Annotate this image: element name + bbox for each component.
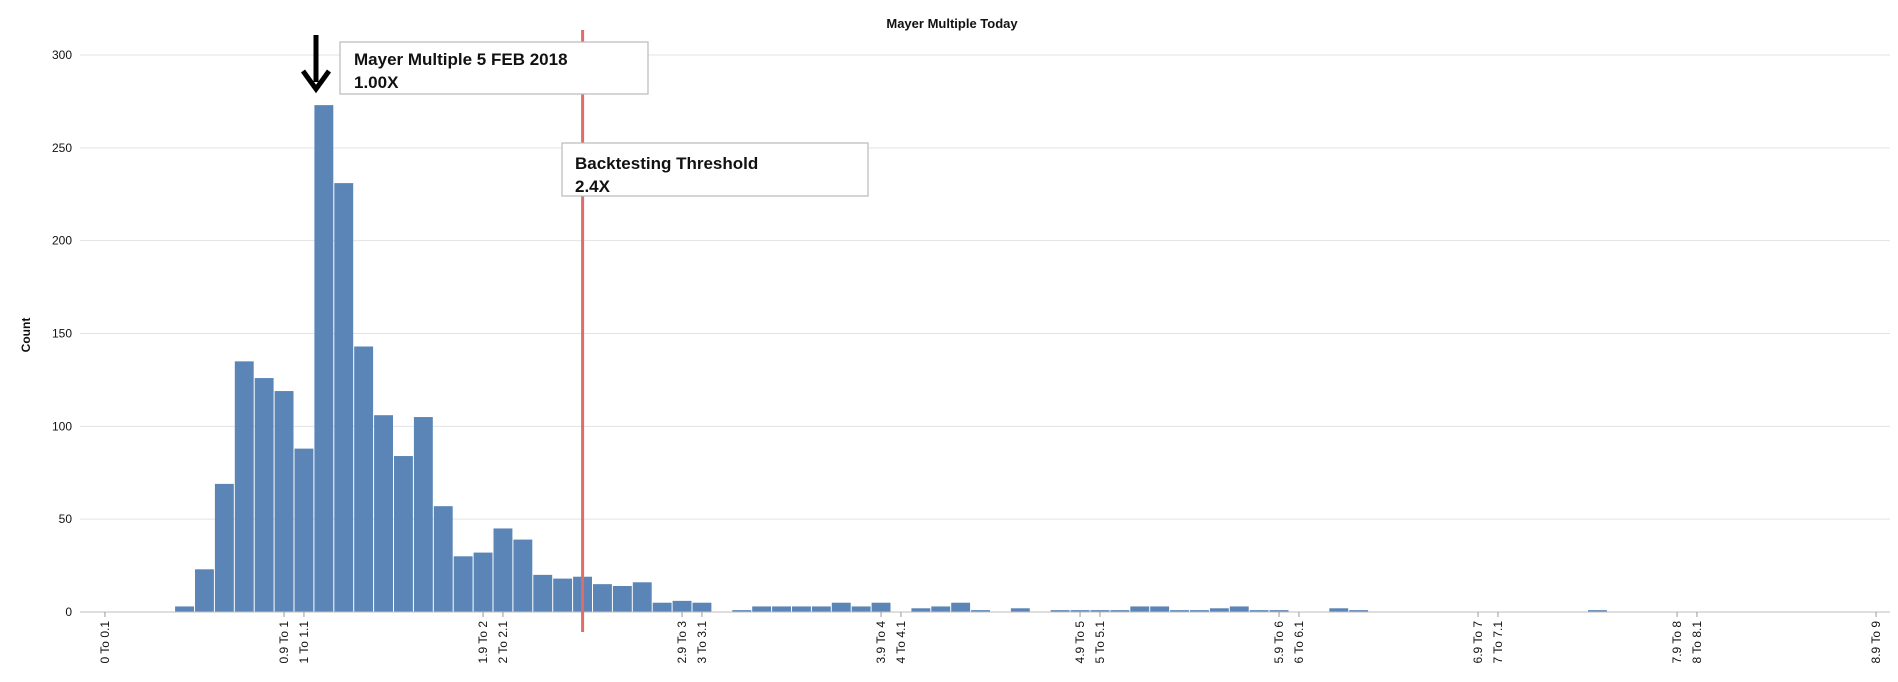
histogram-bar xyxy=(1150,606,1170,612)
histogram-bar xyxy=(214,483,234,612)
x-tick-label: 7 To 7.1 xyxy=(1491,621,1505,664)
annotation-box xyxy=(561,142,869,197)
histogram-bar xyxy=(254,378,274,612)
x-axis-ticks: 0 To 0.1 0.9 To 1 1 To 1.1 1.9 To 2 2 To 2.1… xyxy=(98,612,1883,663)
histogram-bar xyxy=(394,456,413,612)
histogram-bar xyxy=(752,606,772,612)
y-tick-label: 250 xyxy=(52,141,72,155)
x-tick-label: 1 To 1.1 xyxy=(297,621,311,664)
histogram-bar xyxy=(951,602,971,612)
y-tick-label: 150 xyxy=(52,327,72,341)
histogram-bar xyxy=(772,606,791,612)
histogram-bar xyxy=(195,569,214,612)
annotation-value: 2.4X xyxy=(575,177,611,196)
histogram-bar xyxy=(1269,610,1289,612)
histogram-bar xyxy=(652,602,672,612)
histogram-bar xyxy=(1090,610,1110,612)
histogram-bar xyxy=(931,606,951,612)
histogram-bar xyxy=(1229,606,1249,612)
histogram-bar xyxy=(672,600,692,612)
histogram-bar xyxy=(811,606,831,612)
histogram-bar xyxy=(1329,608,1349,612)
annotation-title: Mayer Multiple 5 FEB 2018 xyxy=(354,50,568,69)
annotation-mayer-multiple: Mayer Multiple 5 FEB 2018 1.00X xyxy=(339,41,649,95)
histogram-bar xyxy=(1070,610,1090,612)
histogram-bar xyxy=(1010,608,1030,612)
histogram-bar xyxy=(632,582,652,612)
x-tick-label: 6.9 To 7 xyxy=(1471,621,1485,664)
y-axis-label: Count xyxy=(19,318,33,353)
histogram-bar xyxy=(831,602,851,612)
histogram-bar xyxy=(453,556,473,612)
histogram-bar xyxy=(1209,608,1229,612)
down-arrow-icon xyxy=(300,35,332,94)
annotation-title: Backtesting Threshold xyxy=(575,154,758,173)
histogram-bar xyxy=(294,448,314,612)
histogram-bar xyxy=(234,361,254,612)
x-tick-label: 0 To 0.1 xyxy=(98,621,112,664)
x-tick-label: 2 To 2.1 xyxy=(496,621,510,664)
histogram-bar xyxy=(593,584,612,612)
histogram-bar xyxy=(513,539,533,612)
histogram-bars xyxy=(80,105,1890,613)
x-tick-label: 4.9 To 5 xyxy=(1073,621,1087,664)
y-tick-label: 300 xyxy=(52,48,72,62)
histogram-bar xyxy=(971,610,990,612)
annotation-threshold: Backtesting Threshold 2.4X xyxy=(561,142,869,197)
x-tick-label: 1.9 To 2 xyxy=(476,621,490,664)
histogram-bar xyxy=(1349,610,1369,612)
histogram-bar xyxy=(493,528,513,612)
histogram-bar xyxy=(433,506,453,612)
x-tick-label: 2.9 To 3 xyxy=(675,621,689,664)
histogram-bar xyxy=(1110,610,1130,612)
histogram-bar xyxy=(1050,610,1070,612)
x-tick-label: 8.9 To 9 xyxy=(1869,621,1883,664)
histogram-bar xyxy=(274,391,294,612)
x-tick-label: 0.9 To 1 xyxy=(277,621,291,664)
histogram-bar xyxy=(871,602,891,612)
histogram-bar xyxy=(473,552,493,612)
annotation-value: 1.00X xyxy=(354,73,399,92)
histogram-bar xyxy=(1249,610,1269,612)
histogram-bar xyxy=(692,602,712,612)
y-tick-label: 100 xyxy=(52,419,72,433)
histogram-bar xyxy=(314,105,334,612)
histogram-bar xyxy=(1588,610,1607,612)
histogram-bar xyxy=(1190,610,1209,612)
annotation-box xyxy=(339,41,649,95)
histogram-bar xyxy=(413,417,433,612)
histogram-bar xyxy=(851,606,871,612)
y-axis-ticks: 0 50 100 150 200 250 300 xyxy=(52,48,72,619)
x-tick-label: 7.9 To 8 xyxy=(1670,621,1684,664)
x-tick-label: 5 To 5.1 xyxy=(1093,621,1107,664)
y-tick-label: 0 xyxy=(65,605,72,619)
chart-title: Mayer Multiple Today xyxy=(886,16,1018,31)
histogram-bar xyxy=(1170,610,1189,612)
y-tick-label: 50 xyxy=(59,512,73,526)
histogram-bar xyxy=(533,574,553,612)
histogram-bar xyxy=(334,183,354,613)
histogram-bar xyxy=(911,608,931,612)
x-tick-label: 4 To 4.1 xyxy=(894,621,908,664)
x-tick-label: 6 To 6.1 xyxy=(1292,621,1306,664)
x-tick-label: 3 To 3.1 xyxy=(695,621,709,664)
x-tick-label: 8 To 8.1 xyxy=(1690,621,1704,664)
histogram-bar xyxy=(732,610,752,612)
y-tick-label: 200 xyxy=(52,234,72,248)
histogram-bar xyxy=(1130,606,1150,612)
histogram-bar xyxy=(354,346,374,612)
x-tick-label: 3.9 To 4 xyxy=(874,621,888,664)
histogram-bar xyxy=(374,415,393,612)
histogram-bar xyxy=(612,586,632,612)
histogram-bar xyxy=(553,578,573,612)
histogram-bar xyxy=(792,606,811,612)
x-tick-label: 5.9 To 6 xyxy=(1272,621,1286,664)
histogram-bar xyxy=(175,606,194,612)
